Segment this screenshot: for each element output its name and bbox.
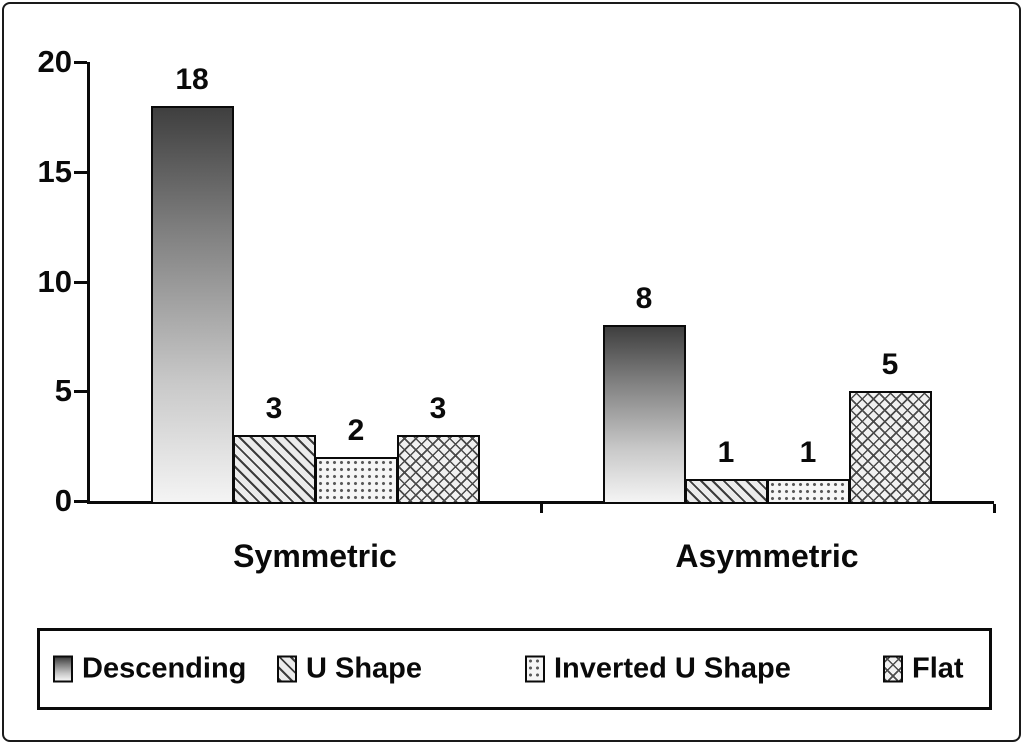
y-tick-label: 0 xyxy=(54,483,72,518)
legend-swatch-gradient xyxy=(53,655,73,683)
bar xyxy=(151,105,234,504)
bar-value-label: 5 xyxy=(881,348,899,382)
y-tick-mark xyxy=(74,61,87,64)
y-tick-label: 15 xyxy=(37,153,72,189)
bar xyxy=(397,435,480,504)
legend-item: U Shape xyxy=(277,653,422,686)
legend-item: Inverted U Shape xyxy=(525,653,791,686)
bar-value-label: 1 xyxy=(717,436,735,470)
category-label: Asymmetric xyxy=(675,538,859,574)
category-label: Symmetric xyxy=(233,538,397,574)
y-tick-mark xyxy=(74,500,87,503)
bar-value-label: 1 xyxy=(799,436,817,470)
legend: Descending U Shape Inverted U Shape Flat xyxy=(37,628,992,710)
legend-swatch-diagonal xyxy=(277,655,297,683)
y-tick-mark xyxy=(74,390,87,394)
legend-label: Descending xyxy=(82,652,247,685)
bar xyxy=(603,325,686,504)
bar-value-label: 8 xyxy=(635,282,653,316)
bar xyxy=(767,479,850,504)
legend-item: Descending xyxy=(53,653,246,686)
legend-label: Flat xyxy=(912,652,964,685)
legend-swatch-dots xyxy=(525,655,545,683)
bar-value-label: 3 xyxy=(429,392,447,426)
bar xyxy=(685,479,768,504)
x-tick-mark xyxy=(540,504,543,513)
bar-value-label: 18 xyxy=(175,62,209,96)
x-tick-mark xyxy=(993,504,996,513)
bar-value-label: 3 xyxy=(265,392,283,426)
bar-value-label: 2 xyxy=(347,414,365,448)
x-axis-line xyxy=(87,501,994,504)
y-tick-label: 20 xyxy=(37,44,72,79)
legend-label: U Shape xyxy=(306,652,423,685)
bar xyxy=(233,435,316,504)
y-tick-label: 5 xyxy=(54,373,72,409)
legend-label: Inverted U Shape xyxy=(554,652,791,685)
y-tick-mark xyxy=(74,170,87,174)
legend-item: Flat xyxy=(883,653,964,686)
y-tick-label: 10 xyxy=(37,263,72,299)
bar xyxy=(315,457,398,504)
legend-swatch-crosshatch xyxy=(883,655,903,683)
y-tick-mark xyxy=(74,280,87,284)
y-axis-line xyxy=(87,62,90,504)
bar xyxy=(849,391,932,504)
